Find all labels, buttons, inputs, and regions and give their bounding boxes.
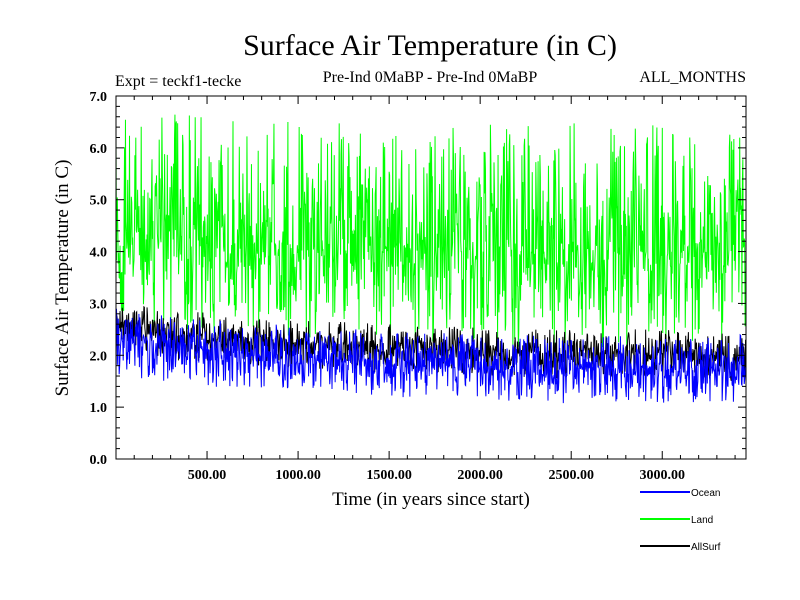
series-line-ocean <box>115 308 747 404</box>
legend-label-ocean: Ocean <box>691 488 720 499</box>
series-line-land <box>115 114 747 348</box>
y-tick-label: 7.0 <box>90 90 108 105</box>
y-tick-label: 1.0 <box>90 401 108 416</box>
y-tick-label: 2.0 <box>90 349 108 364</box>
x-tick-label: 1000.00 <box>275 468 321 483</box>
x-tick-label: 1500.00 <box>366 468 412 483</box>
legend-label-land: Land <box>691 515 713 526</box>
plot-area: 0.0 1.0 2.0 3.0 4.0 5.0 6.0 7.0 500.00 1000.00 150… <box>90 90 747 483</box>
x-tick-label: 2500.00 <box>548 468 594 483</box>
chart-title: Surface Air Temperature (in C) <box>243 29 617 62</box>
x-tick-label: 500.00 <box>188 468 227 483</box>
y-tick-label: 3.0 <box>90 297 108 312</box>
subtitle-months: ALL_MONTHS <box>639 69 746 86</box>
y-tick-label: 4.0 <box>90 246 108 261</box>
x-axis-label: Time (in years since start) <box>332 489 530 510</box>
subtitle-expt: Expt = teckf1-tecke <box>115 73 241 90</box>
legend: Ocean Land AllSurf <box>640 488 721 553</box>
x-tick-label: 2000.00 <box>457 468 503 483</box>
x-tick-label: 3000.00 <box>639 468 685 483</box>
legend-label-allsurf: AllSurf <box>691 542 721 553</box>
y-tick-label: 6.0 <box>90 142 108 157</box>
y-axis-label: Surface Air Temperature (in C) <box>52 160 73 397</box>
y-tick-label: 5.0 <box>90 194 108 209</box>
plot-frame <box>115 95 747 460</box>
subtitle-period: Pre-Ind 0MaBP - Pre-Ind 0MaBP <box>323 69 538 86</box>
y-tick-label: 0.0 <box>90 453 108 468</box>
